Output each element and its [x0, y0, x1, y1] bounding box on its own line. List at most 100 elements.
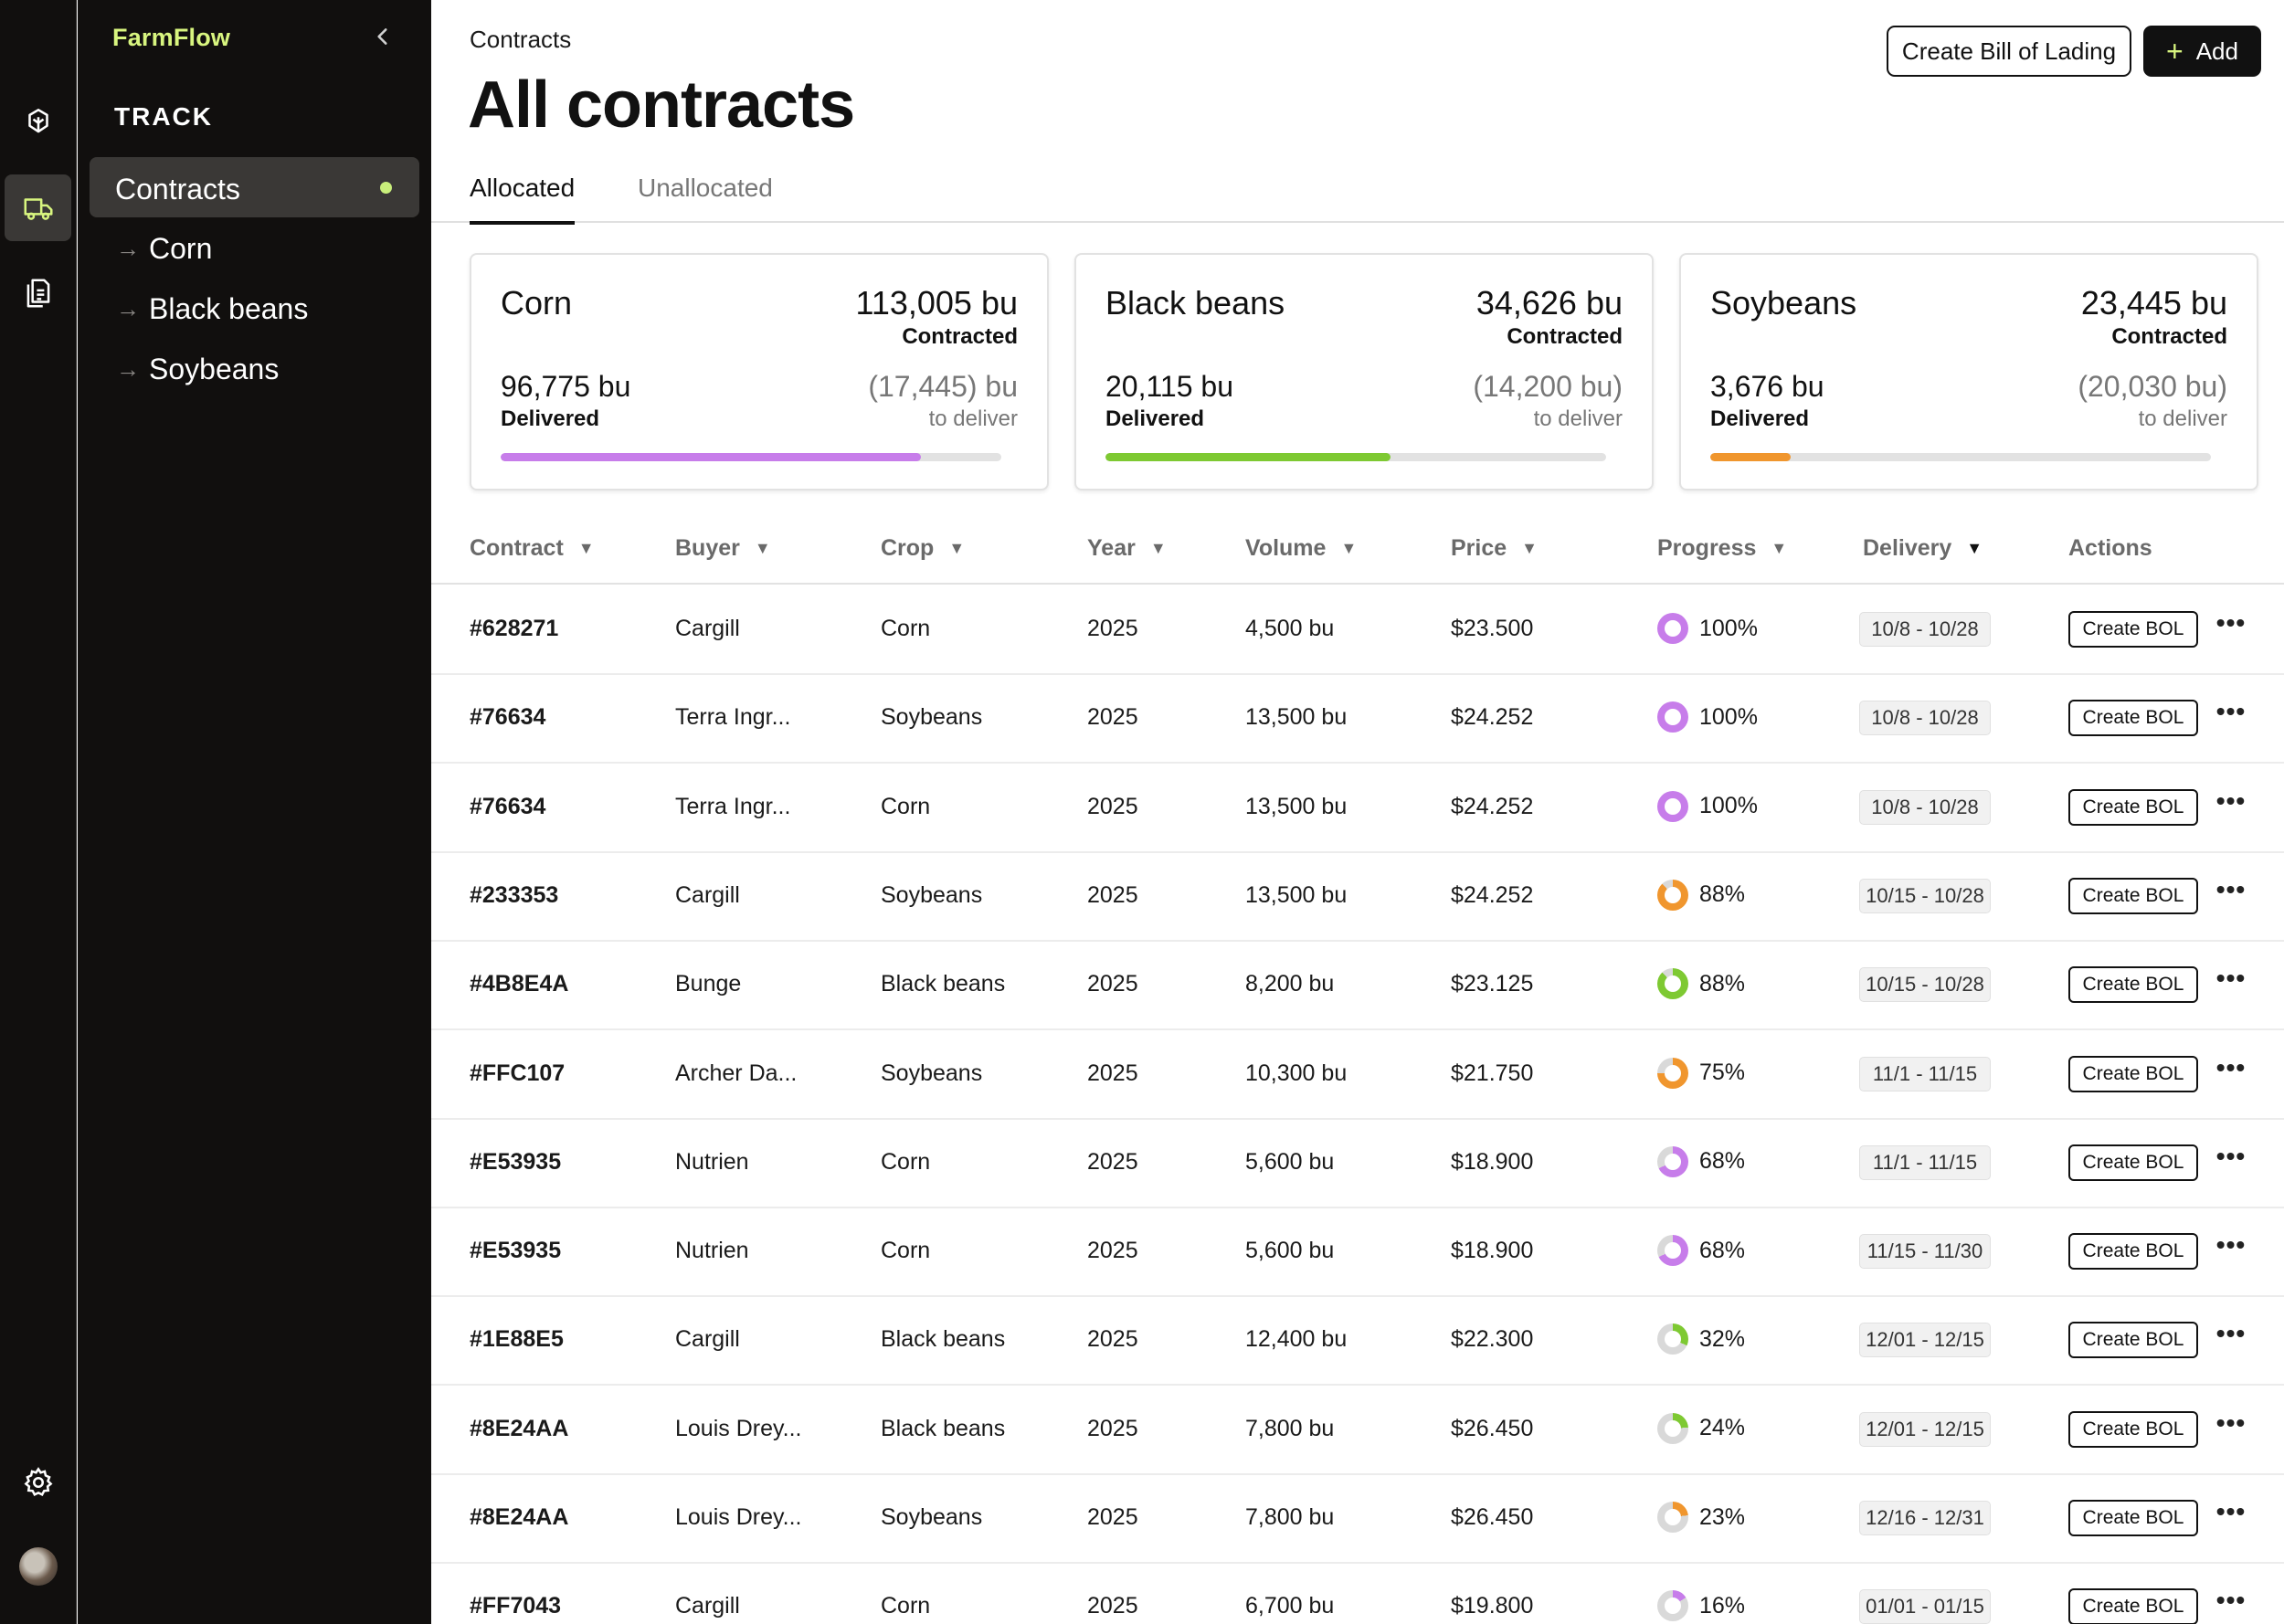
- delivery-window-badge: 01/01 - 01/15: [1859, 1589, 1991, 1624]
- table-row[interactable]: #1E88E5 Cargill Black beans 2025 12,400 …: [431, 1297, 2284, 1387]
- contract-id[interactable]: #FF7043: [470, 1593, 562, 1619]
- contract-id[interactable]: #628271: [470, 616, 559, 641]
- table-row[interactable]: #FF7043 Cargill Corn 2025 6,700 bu $19.8…: [431, 1564, 2284, 1624]
- contract-id[interactable]: #8E24AA: [470, 1504, 569, 1530]
- volume-cell: 13,500 bu: [1245, 704, 1348, 731]
- volume-cell: 7,800 bu: [1245, 1504, 1335, 1530]
- track-nav-button[interactable]: [5, 174, 71, 241]
- more-options-icon[interactable]: •••: [2215, 1586, 2247, 1615]
- column-header-crop[interactable]: Crop ▼: [881, 535, 966, 561]
- more-options-icon[interactable]: •••: [2215, 1319, 2247, 1348]
- more-options-icon[interactable]: •••: [2215, 1408, 2247, 1437]
- buyer-cell: Louis Drey...: [675, 1415, 802, 1441]
- contract-id[interactable]: #1E88E5: [470, 1326, 564, 1353]
- more-options-icon[interactable]: •••: [2215, 697, 2247, 726]
- contract-id[interactable]: #FFC107: [470, 1060, 566, 1086]
- more-options-icon[interactable]: •••: [2215, 786, 2247, 815]
- table-row[interactable]: #4B8E4A Bunge Black beans 2025 8,200 bu …: [431, 942, 2284, 1031]
- more-options-icon[interactable]: •••: [2215, 608, 2247, 637]
- main-content: Contracts All contracts Create Bill of L…: [431, 0, 2284, 1624]
- delivery-progress-fill: [501, 453, 922, 461]
- create-bol-button[interactable]: Create BOL: [2068, 700, 2198, 737]
- column-header-price[interactable]: Price ▼: [1451, 535, 1538, 561]
- summary-crop: Corn: [501, 284, 573, 322]
- crop-cell: Corn: [881, 616, 931, 641]
- table-row[interactable]: #628271 Cargill Corn 2025 4,500 bu $23.5…: [431, 586, 2284, 675]
- caret-down-icon: ▼: [1149, 539, 1167, 557]
- active-indicator-dot: [380, 182, 392, 194]
- crop-cell: Soybeans: [881, 704, 983, 731]
- contract-id[interactable]: #8E24AA: [470, 1415, 569, 1441]
- contract-id[interactable]: #E53935: [470, 1148, 562, 1175]
- progress-ring-icon: [1657, 1323, 1688, 1355]
- contract-id[interactable]: #E53935: [470, 1238, 562, 1264]
- delivery-progress-bar: [501, 453, 1001, 461]
- column-header-volume[interactable]: Volume ▼: [1245, 535, 1358, 561]
- add-button[interactable]: + Add: [2143, 26, 2261, 77]
- documents-nav-button[interactable]: [5, 259, 71, 326]
- sidebar-item-corn[interactable]: → Corn: [116, 232, 212, 266]
- contract-id[interactable]: #76634: [470, 704, 546, 731]
- column-header-delivery[interactable]: Delivery ▼: [1863, 535, 1983, 561]
- create-bol-button[interactable]: Create BOL: [2068, 1588, 2198, 1624]
- summary-card[interactable]: Corn 113,005 bu Contracted 96,775 bu Del…: [470, 253, 1049, 490]
- more-options-icon[interactable]: •••: [2215, 874, 2247, 903]
- year-cell: 2025: [1087, 793, 1138, 819]
- table-row[interactable]: #E53935 Nutrien Corn 2025 5,600 bu $18.9…: [431, 1208, 2284, 1298]
- tab-allocated[interactable]: Allocated: [470, 174, 576, 225]
- create-bol-button[interactable]: Create BOL: [2068, 1144, 2198, 1181]
- create-bol-button[interactable]: Create BOL: [2068, 788, 2198, 826]
- column-header-buyer[interactable]: Buyer ▼: [675, 535, 771, 561]
- year-cell: 2025: [1087, 971, 1138, 997]
- sidebar-item-soybeans[interactable]: → Soybeans: [116, 353, 279, 386]
- column-header-contract[interactable]: Contract ▼: [470, 535, 595, 561]
- create-bill-of-lading-button[interactable]: Create Bill of Lading: [1887, 26, 2131, 77]
- table-row[interactable]: #E53935 Nutrien Corn 2025 5,600 bu $18.9…: [431, 1120, 2284, 1208]
- more-options-icon[interactable]: •••: [2215, 1052, 2247, 1081]
- summary-delivered-value: 3,676 bu: [1710, 370, 1824, 403]
- progress-ring-icon: [1657, 1502, 1688, 1533]
- delivery-window-badge: 11/1 - 11/15: [1859, 1056, 1991, 1091]
- contract-id[interactable]: #233353: [470, 881, 559, 908]
- more-options-icon[interactable]: •••: [2215, 1230, 2247, 1260]
- crop-cell: Corn: [881, 1148, 931, 1175]
- create-bol-button[interactable]: Create BOL: [2068, 1500, 2198, 1536]
- tab-unallocated[interactable]: Unallocated: [638, 174, 773, 202]
- create-bol-button[interactable]: Create BOL: [2068, 966, 2198, 1004]
- sidebar-item-black-beans[interactable]: → Black beans: [116, 292, 308, 326]
- create-bol-button[interactable]: Create BOL: [2068, 877, 2198, 914]
- delivery-window-badge: 12/01 - 12/15: [1859, 1323, 1991, 1358]
- create-bol-button[interactable]: Create BOL: [2068, 611, 2198, 648]
- contract-id[interactable]: #76634: [470, 793, 546, 819]
- price-cell: $22.300: [1451, 1326, 1534, 1353]
- settings-button[interactable]: [5, 1449, 71, 1515]
- sidebar-item-label: Soybeans: [149, 353, 280, 385]
- create-bol-button[interactable]: Create BOL: [2068, 1410, 2198, 1448]
- create-bol-button[interactable]: Create BOL: [2068, 1055, 2198, 1092]
- table-row[interactable]: #76634 Terra Ingr... Corn 2025 13,500 bu…: [431, 765, 2284, 853]
- table-row[interactable]: #8E24AA Louis Drey... Soybeans 2025 7,80…: [431, 1475, 2284, 1564]
- more-options-icon[interactable]: •••: [2215, 1497, 2247, 1525]
- create-bol-button[interactable]: Create BOL: [2068, 1233, 2198, 1271]
- more-options-icon[interactable]: •••: [2215, 964, 2247, 993]
- table-row[interactable]: #76634 Terra Ingr... Soybeans 2025 13,50…: [431, 675, 2284, 765]
- create-bol-button[interactable]: Create BOL: [2068, 1322, 2198, 1359]
- more-options-icon[interactable]: •••: [2215, 1141, 2247, 1170]
- arrow-right-icon: →: [116, 295, 140, 322]
- buyer-cell: Archer Da...: [675, 1060, 798, 1086]
- table-row[interactable]: #FFC107 Archer Da... Soybeans 2025 10,30…: [431, 1031, 2284, 1120]
- progress-cell: 68%: [1657, 1145, 1745, 1177]
- breadcrumb[interactable]: Contracts: [470, 26, 572, 53]
- summary-card[interactable]: Soybeans 23,445 bu Contracted 3,676 bu D…: [1679, 253, 2258, 490]
- summary-card[interactable]: Black beans 34,626 bu Contracted 20,115 …: [1074, 253, 1654, 490]
- column-header-year[interactable]: Year ▼: [1087, 535, 1167, 561]
- table-row[interactable]: #8E24AA Louis Drey... Black beans 2025 7…: [431, 1387, 2284, 1475]
- crops-nav-button[interactable]: [5, 88, 71, 154]
- contract-id[interactable]: #4B8E4A: [470, 971, 569, 997]
- column-header-progress[interactable]: Progress ▼: [1657, 535, 1788, 561]
- table-row[interactable]: #233353 Cargill Soybeans 2025 13,500 bu …: [431, 853, 2284, 942]
- summary-remaining-label: to deliver: [928, 406, 1018, 431]
- user-avatar[interactable]: [19, 1547, 58, 1586]
- sidebar-item-contracts[interactable]: Contracts: [90, 157, 419, 217]
- collapse-sidebar-button[interactable]: [368, 22, 397, 51]
